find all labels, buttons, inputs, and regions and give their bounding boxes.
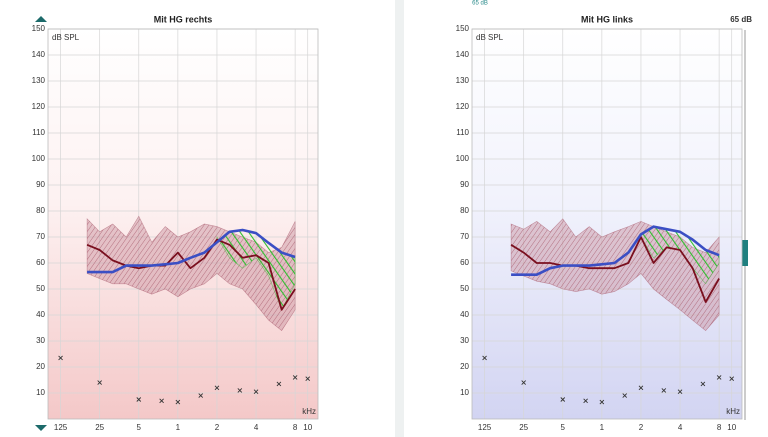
y-tick-label: 150 [456,24,470,33]
x-tick-label: 10 [727,423,736,432]
plot-background [472,29,742,419]
threshold-marker [521,380,526,385]
x-tick-label: 2 [639,423,644,432]
x-tick-label: 125 [478,423,492,432]
chart-title: Mit HG links [581,14,633,24]
threshold-marker [198,393,204,398]
x-tick-label: 2 [215,423,220,432]
x-tick-label: 8 [293,423,298,432]
y-tick-label: 120 [456,102,470,111]
threshold-marker [136,397,142,402]
threshold-marker [305,376,311,382]
threshold-marker [276,381,282,387]
y-tick-label: 80 [36,206,45,215]
response-curve [511,225,720,277]
x-tick-label: 10 [303,423,312,432]
y-tick-label: 140 [456,50,470,59]
x-tick-label: 5 [561,423,566,432]
plot-frame [47,28,319,420]
threshold-marker [677,389,683,395]
y-tick-label: 120 [32,102,46,111]
y-tick-label: 110 [456,128,469,137]
y-axis-label: dB SPL [52,33,80,42]
plot-frame [471,28,743,420]
threshold-marker [638,385,644,391]
y-tick-label: 10 [460,388,469,397]
y-tick-label: 130 [456,76,470,85]
divider [395,0,404,437]
y-tick-label: 20 [460,362,469,371]
x-tick-label: 125 [54,423,68,432]
threshold-marker [482,355,487,361]
y-tick-label: 50 [36,284,45,293]
threshold-marker [159,398,164,404]
x-tick-label: 5 [137,423,142,432]
scroll-up[interactable] [35,16,47,22]
response-curve [87,228,296,274]
threshold-marker [700,381,706,387]
threshold-marker [292,375,298,380]
threshold-marker [253,389,259,395]
chart-title: Mit HG rechts [154,14,213,24]
x-tick-label: 1 [600,423,605,432]
y-tick-label: 30 [460,336,469,345]
threshold-marker [599,399,605,405]
y-tick-label: 30 [36,336,45,345]
y-tick-label: 60 [460,258,469,267]
threshold-marker [661,388,667,393]
y-axis-label: dB SPL [476,33,504,42]
y-tick-label: 90 [460,180,469,189]
x-tick-label: 8 [717,423,722,432]
threshold-marker [97,380,102,385]
threshold-marker [58,355,63,361]
y-tick-label: 20 [36,362,45,371]
level-label: 65 dB [730,15,752,24]
threshold-marker [716,375,722,380]
x-tick-label: 25 [519,423,528,432]
threshold-marker [560,397,566,402]
y-tick-label: 60 [36,258,45,267]
y-tick-label: 100 [32,154,46,163]
y-tick-label: 90 [36,180,45,189]
response-curve [86,238,296,311]
threshold-marker [214,385,220,391]
scroll-down[interactable] [35,425,47,431]
response-curve [510,236,720,303]
y-tick-label: 80 [460,206,469,215]
level-top: 65 dB [472,1,488,7]
x-tick-label: 4 [678,423,683,432]
threshold-marker [175,399,181,405]
threshold-marker [622,393,628,398]
plot-background [48,29,318,419]
y-tick-label: 40 [36,310,45,319]
y-tick-label: 40 [460,310,469,319]
y-tick-label: 70 [460,232,469,241]
x-tick-label: 25 [95,423,104,432]
x-tick-label: 1 [176,423,181,432]
x-tick-label: 4 [254,423,259,432]
x-axis-label: kHz [302,407,316,416]
x-axis-label: kHz [726,407,740,416]
y-tick-label: 140 [32,50,46,59]
y-tick-label: 70 [36,232,45,241]
y-tick-label: 150 [32,24,46,33]
y-tick-label: 130 [32,76,46,85]
threshold-marker [729,376,735,382]
y-tick-label: 110 [32,128,45,137]
threshold-marker [237,388,243,393]
slider-handle[interactable] [742,240,748,266]
threshold-marker [583,398,588,404]
y-tick-label: 10 [36,388,45,397]
y-tick-label: 50 [460,284,469,293]
y-tick-label: 100 [456,154,470,163]
